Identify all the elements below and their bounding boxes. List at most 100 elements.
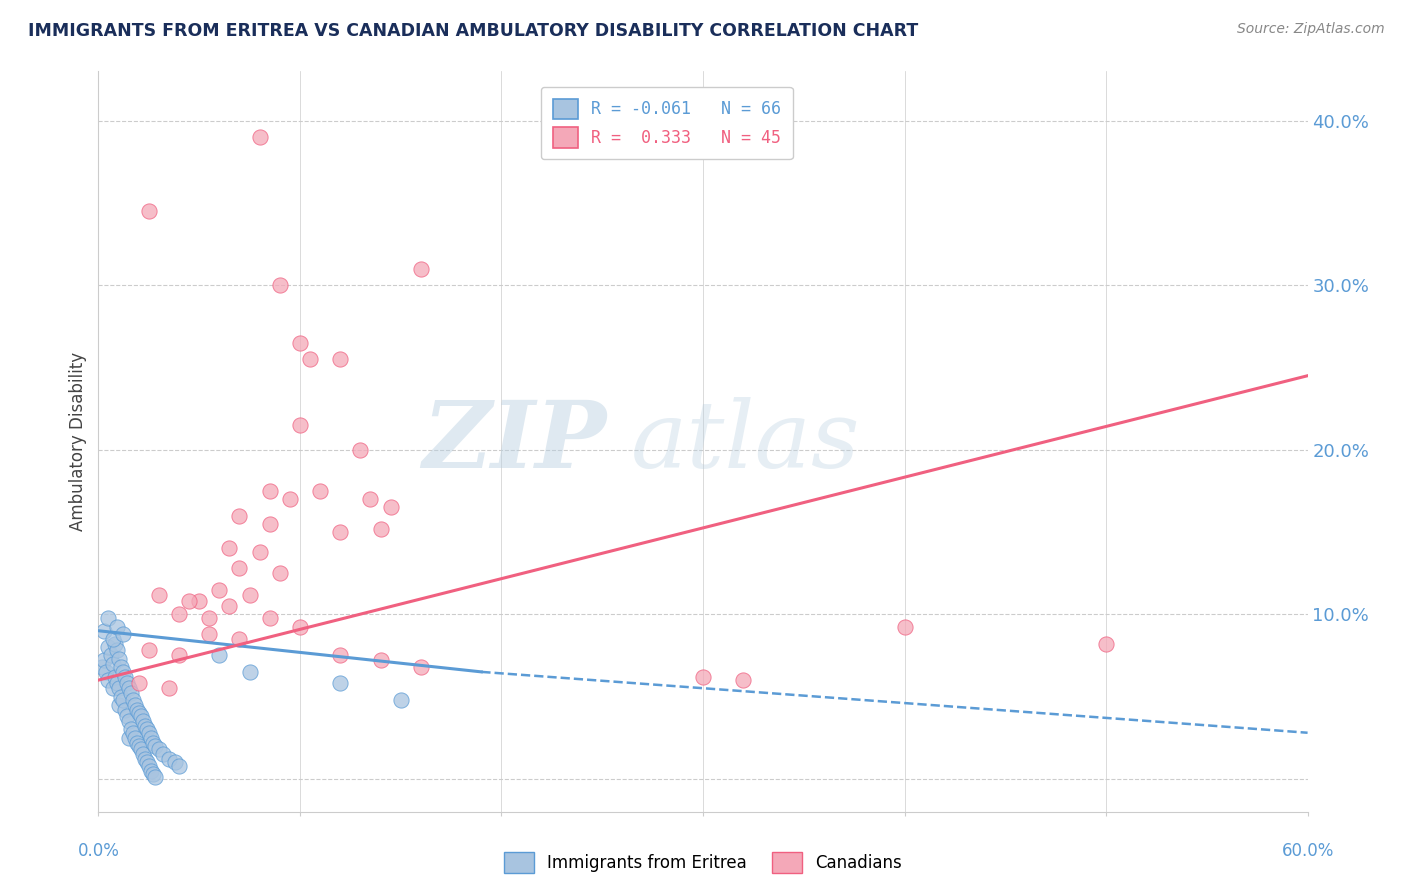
- Point: [259, 483, 281, 498]
- Point: [152, 747, 174, 761]
- Point: [349, 442, 371, 457]
- Point: [91, 660, 114, 674]
- Point: [188, 594, 211, 608]
- Point: [249, 130, 271, 145]
- Point: [134, 752, 156, 766]
- Point: [120, 723, 142, 737]
- Point: [288, 620, 311, 634]
- Point: [142, 767, 165, 781]
- Point: [269, 566, 291, 581]
- Point: [110, 660, 132, 674]
- Point: [370, 522, 392, 536]
- Point: [157, 681, 180, 696]
- Point: [329, 648, 352, 663]
- Point: [370, 653, 392, 667]
- Point: [893, 620, 915, 634]
- Legend: R = -0.061   N = 66, R =  0.333   N = 45: R = -0.061 N = 66, R = 0.333 N = 45: [541, 87, 793, 160]
- Point: [132, 714, 155, 729]
- Point: [105, 620, 128, 634]
- Point: [198, 627, 221, 641]
- Point: [128, 739, 150, 753]
- Point: [103, 637, 125, 651]
- Point: [93, 653, 115, 667]
- Text: ZIP: ZIP: [422, 397, 606, 486]
- Point: [96, 665, 118, 679]
- Point: [148, 742, 170, 756]
- Point: [110, 690, 132, 704]
- Point: [107, 698, 129, 712]
- Point: [124, 731, 146, 745]
- Point: [128, 676, 150, 690]
- Point: [111, 693, 134, 707]
- Point: [228, 508, 250, 523]
- Point: [132, 747, 155, 761]
- Point: [157, 752, 180, 766]
- Point: [1095, 637, 1118, 651]
- Point: [143, 770, 166, 784]
- Point: [167, 758, 190, 772]
- Point: [101, 632, 124, 646]
- Point: [269, 278, 291, 293]
- Point: [228, 561, 250, 575]
- Point: [129, 742, 152, 756]
- Point: [115, 676, 138, 690]
- Point: [135, 756, 157, 770]
- Point: [288, 335, 311, 350]
- Point: [389, 693, 412, 707]
- Point: [329, 676, 352, 690]
- Point: [278, 492, 301, 507]
- Point: [167, 607, 190, 622]
- Text: IMMIGRANTS FROM ERITREA VS CANADIAN AMBULATORY DISABILITY CORRELATION CHART: IMMIGRANTS FROM ERITREA VS CANADIAN AMBU…: [28, 22, 918, 40]
- Point: [360, 492, 382, 507]
- Point: [142, 736, 165, 750]
- Point: [107, 651, 129, 665]
- Point: [114, 670, 136, 684]
- Point: [167, 648, 190, 663]
- Point: [129, 709, 152, 723]
- Point: [208, 582, 231, 597]
- Point: [409, 261, 432, 276]
- Point: [733, 673, 755, 687]
- Legend: Immigrants from Eritrea, Canadians: Immigrants from Eritrea, Canadians: [498, 846, 908, 880]
- Point: [239, 665, 262, 679]
- Point: [105, 676, 128, 690]
- Point: [115, 709, 138, 723]
- Point: [101, 657, 124, 671]
- Point: [125, 703, 148, 717]
- Point: [329, 352, 352, 367]
- Point: [105, 643, 128, 657]
- Point: [228, 632, 250, 646]
- Point: [138, 204, 160, 219]
- Point: [128, 706, 150, 720]
- Point: [299, 352, 322, 367]
- Point: [329, 524, 352, 539]
- Point: [139, 731, 162, 745]
- Point: [97, 673, 120, 687]
- Point: [134, 719, 156, 733]
- Point: [138, 758, 160, 772]
- Point: [93, 624, 115, 638]
- Point: [121, 693, 143, 707]
- Point: [139, 764, 162, 778]
- Point: [148, 588, 170, 602]
- Point: [259, 516, 281, 531]
- Text: Source: ZipAtlas.com: Source: ZipAtlas.com: [1237, 22, 1385, 37]
- Point: [97, 640, 120, 655]
- Point: [97, 610, 120, 624]
- Point: [121, 725, 143, 739]
- Point: [118, 731, 141, 745]
- Point: [114, 703, 136, 717]
- Point: [120, 686, 142, 700]
- Point: [163, 756, 186, 770]
- Text: 60.0%: 60.0%: [1281, 842, 1334, 860]
- Point: [111, 627, 134, 641]
- Point: [118, 714, 141, 729]
- Text: 0.0%: 0.0%: [77, 842, 120, 860]
- Y-axis label: Ambulatory Disability: Ambulatory Disability: [69, 352, 87, 531]
- Point: [218, 599, 240, 613]
- Point: [101, 681, 124, 696]
- Point: [179, 594, 201, 608]
- Point: [249, 545, 271, 559]
- Point: [124, 698, 146, 712]
- Point: [218, 541, 240, 556]
